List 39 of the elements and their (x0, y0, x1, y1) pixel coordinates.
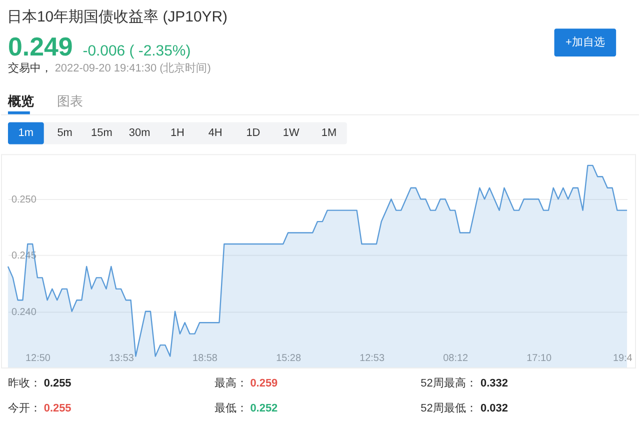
text: 今开： (8, 402, 41, 414)
text: 昨收： (8, 377, 41, 390)
x-tick-label: 13:53 (109, 353, 134, 364)
text: 15m (91, 127, 112, 140)
text: 最低： (214, 402, 248, 414)
x-tick-label: 17:10 (526, 353, 552, 364)
text: +加自选 (565, 36, 605, 49)
text: 1W (282, 127, 300, 140)
text: 30m (128, 127, 150, 140)
text: 52周最高： (420, 376, 477, 390)
text: 概览 (6, 93, 34, 108)
text: 5m (57, 127, 72, 140)
text: 52周最低： (420, 402, 477, 414)
y-tick-label: 0.250 (11, 194, 37, 206)
x-tick-label: 19:4 (612, 353, 633, 364)
x-tick-label: 08:12 (443, 353, 468, 364)
x-tick-label: 15:28 (276, 353, 302, 364)
text: -0.006 ( -2.35%) (82, 42, 191, 60)
y-tick-label: 0.240 (11, 306, 37, 318)
x-tick-label: 12:53 (360, 353, 385, 364)
text: 最高： (214, 376, 248, 390)
text: 图表 (56, 93, 83, 108)
text: 0.332 (480, 377, 508, 390)
text: 1H (170, 127, 185, 140)
text: 0.032 (480, 402, 508, 414)
x-tick-label: 18:58 (192, 353, 218, 364)
text: 0.259 (250, 377, 278, 390)
text: 1m (18, 127, 34, 140)
text: 0.249 (8, 33, 73, 62)
text: 4H (208, 127, 222, 140)
text: 1D (246, 127, 260, 140)
text: 0.252 (250, 402, 278, 414)
text: 2022-09-20 19:41:30 (北京时间) (54, 61, 211, 74)
text: 1M (321, 127, 337, 140)
text: 交易中， (8, 61, 52, 74)
text: 0.255 (44, 377, 72, 390)
chart-title: 日本10年期国债收益率 (JP10YR) (6, 8, 228, 26)
x-tick-label: 12:50 (25, 353, 51, 364)
text: 0.255 (44, 402, 72, 414)
